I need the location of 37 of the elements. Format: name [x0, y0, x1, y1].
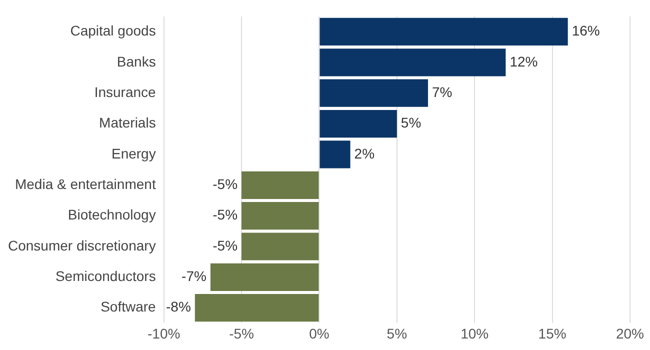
x-tick-label: -10% — [147, 325, 180, 342]
data-label: -7% — [182, 268, 206, 284]
data-label: -5% — [212, 176, 238, 192]
data-label: -5% — [212, 206, 238, 223]
bar — [320, 110, 397, 138]
data-label: -8% — [166, 298, 191, 315]
x-tick-label: -5% — [229, 325, 254, 342]
bar — [242, 171, 319, 199]
y-tick-label: Consumer discretionary — [8, 237, 156, 254]
bar — [242, 202, 319, 230]
data-label: 7% — [432, 84, 452, 100]
y-tick-label: Banks — [116, 53, 156, 70]
bar — [320, 140, 350, 168]
bar — [194, 294, 319, 322]
y-tick-label: Materials — [99, 114, 156, 131]
y-tick-label: Semiconductors — [55, 268, 156, 284]
y-tick-label: Software — [100, 298, 156, 315]
data-label: -5% — [212, 237, 238, 254]
y-tick-label: Energy — [111, 145, 156, 162]
y-tick-label: Media & entertainment — [14, 176, 156, 192]
data-label: 2% — [354, 145, 375, 162]
y-tick-label: Capital goods — [70, 22, 156, 39]
bar — [320, 18, 568, 46]
x-tick-label: 20% — [616, 325, 644, 342]
y-tick-label: Biotechnology — [68, 206, 156, 223]
bar — [210, 263, 319, 291]
bar — [242, 232, 319, 260]
x-tick-label: 15% — [538, 325, 566, 342]
data-label: 16% — [572, 22, 600, 39]
bar — [320, 79, 428, 107]
x-tick-label: 5% — [386, 325, 408, 342]
data-label: 12% — [510, 53, 538, 70]
x-tick-label: 10% — [460, 325, 489, 342]
bar — [320, 48, 506, 76]
data-label: 5% — [400, 114, 422, 131]
x-tick-label: 0% — [309, 325, 330, 342]
y-tick-label: Insurance — [94, 84, 156, 100]
